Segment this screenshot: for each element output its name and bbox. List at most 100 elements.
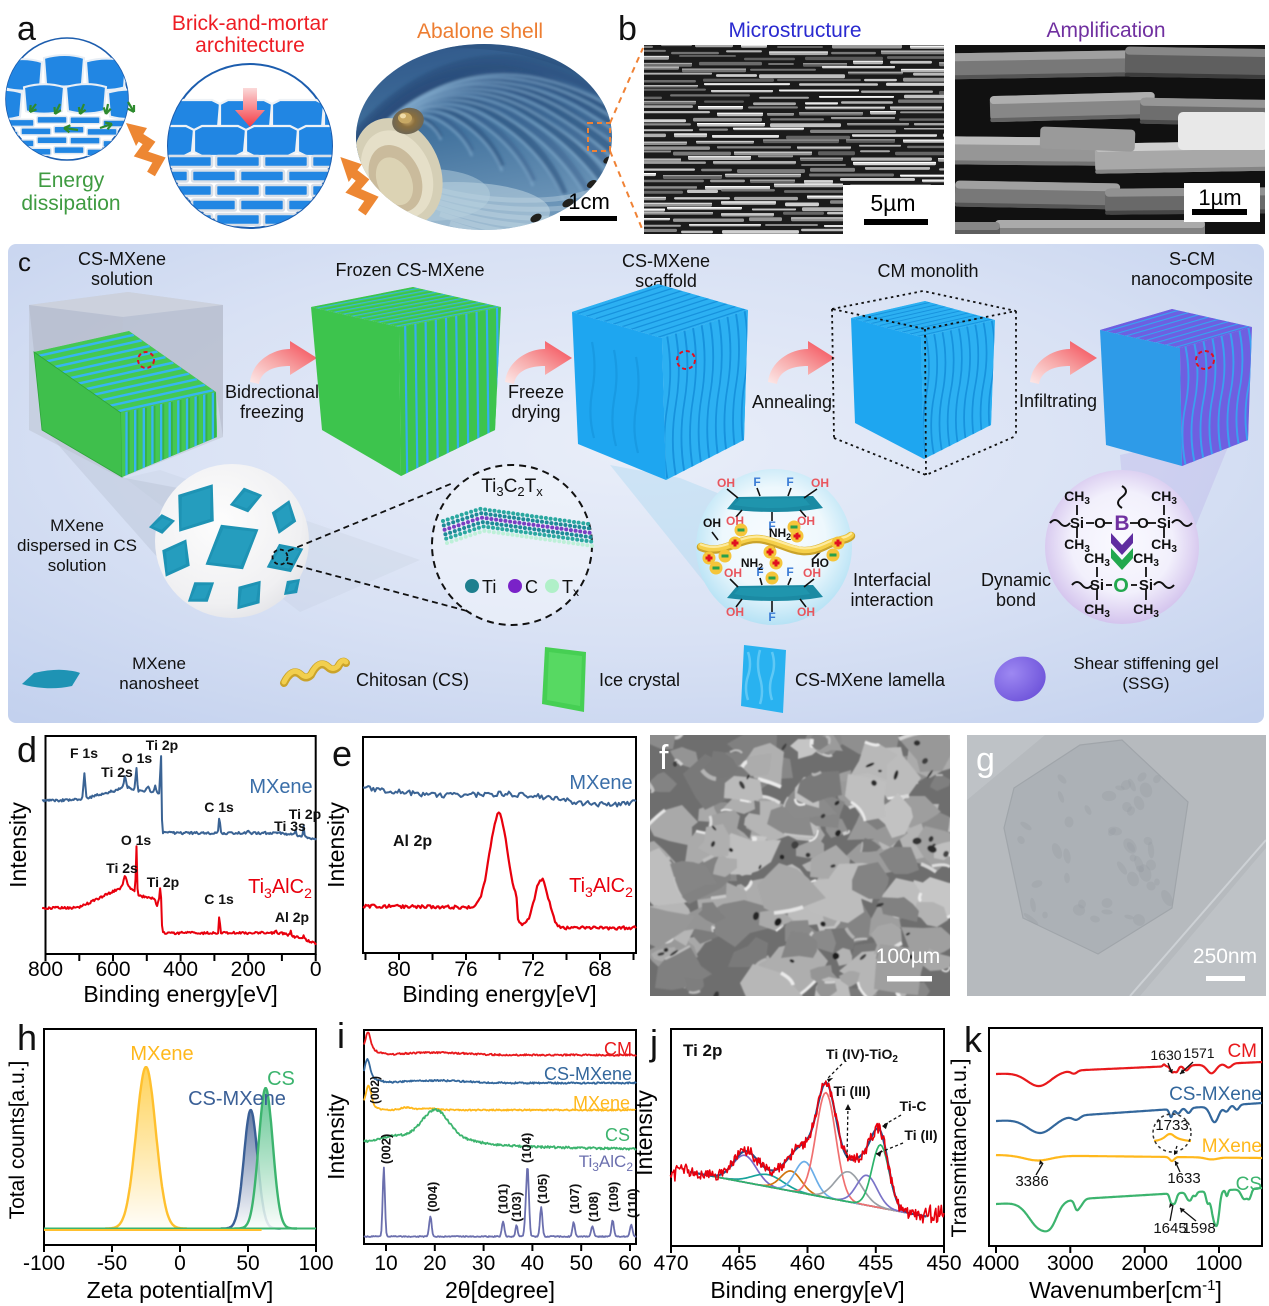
- svg-text:(108): (108): [586, 1192, 601, 1222]
- svg-text:0: 0: [310, 958, 322, 981]
- svg-text:CM: CM: [1227, 1041, 1257, 1062]
- svg-text:F: F: [768, 519, 775, 533]
- svg-text:465: 465: [722, 1252, 757, 1275]
- svg-text:Ti: Ti: [482, 577, 496, 597]
- svg-text:CS: CS: [1236, 1174, 1262, 1195]
- svg-text:solution: solution: [91, 269, 153, 289]
- svg-text:O 1s: O 1s: [122, 750, 153, 766]
- svg-text:Annealing: Annealing: [752, 392, 832, 412]
- svg-text:O: O: [1094, 515, 1106, 532]
- svg-text:400: 400: [163, 958, 198, 981]
- svg-text:F: F: [756, 565, 763, 579]
- svg-text:100: 100: [298, 1252, 333, 1275]
- svg-text:Total counts[a.u.]: Total counts[a.u.]: [6, 1061, 29, 1220]
- svg-text:Si: Si: [1157, 515, 1171, 532]
- svg-text:(107): (107): [567, 1184, 582, 1214]
- svg-text:CH3: CH3: [1151, 536, 1177, 555]
- svg-text:Ti (III): Ti (III): [833, 1083, 870, 1099]
- svg-text:OH: OH: [797, 605, 815, 619]
- svg-text:Ti3AlC2: Ti3AlC2: [248, 876, 312, 901]
- svg-text:CH3: CH3: [1064, 536, 1090, 555]
- svg-text:1571: 1571: [1183, 1045, 1214, 1061]
- svg-text:drying: drying: [511, 402, 560, 422]
- svg-text:(109): (109): [606, 1182, 621, 1212]
- svg-text:100µm: 100µm: [876, 945, 941, 968]
- svg-text:MXene: MXene: [569, 772, 632, 794]
- svg-text:OH: OH: [726, 605, 744, 619]
- svg-text:OH: OH: [797, 514, 815, 528]
- svg-text:OH: OH: [811, 476, 829, 490]
- svg-text:(004): (004): [425, 1182, 440, 1212]
- svg-text:50: 50: [570, 1252, 593, 1275]
- svg-text:20: 20: [423, 1252, 446, 1275]
- svg-text:CH3: CH3: [1151, 488, 1177, 507]
- svg-text:Ti (IV)-TiO2: Ti (IV)-TiO2: [826, 1046, 898, 1065]
- svg-text:S-CM: S-CM: [1169, 249, 1215, 269]
- svg-text:OH: OH: [724, 566, 742, 580]
- svg-text:Ti-C: Ti-C: [900, 1098, 927, 1114]
- svg-text:76: 76: [454, 958, 477, 981]
- svg-text:C 1s: C 1s: [204, 891, 234, 907]
- svg-text:CH3: CH3: [1133, 601, 1159, 620]
- svg-text:40: 40: [521, 1252, 544, 1275]
- svg-text:1000: 1000: [1196, 1252, 1243, 1275]
- svg-text:CS-MXene: CS-MXene: [78, 249, 166, 269]
- svg-text:O: O: [1113, 575, 1129, 597]
- svg-text:3000: 3000: [1047, 1252, 1094, 1275]
- svg-text:(002): (002): [368, 1076, 382, 1104]
- svg-text:Intensity: Intensity: [323, 802, 349, 888]
- svg-text:solution: solution: [48, 556, 107, 575]
- svg-text:scaffold: scaffold: [635, 271, 697, 291]
- svg-text:CS-MXene: CS-MXene: [1169, 1084, 1262, 1105]
- svg-text:B: B: [1114, 512, 1129, 535]
- svg-text:-50: -50: [97, 1252, 127, 1275]
- svg-text:1630: 1630: [1150, 1047, 1181, 1063]
- svg-text:NH2: NH2: [769, 526, 791, 542]
- svg-text:Ice crystal: Ice crystal: [599, 670, 680, 690]
- svg-text:OH: OH: [803, 566, 821, 580]
- svg-text:2000: 2000: [1121, 1252, 1168, 1275]
- svg-text:Abalone shell: Abalone shell: [417, 20, 543, 43]
- svg-text:bond: bond: [996, 590, 1036, 610]
- svg-text:80: 80: [387, 958, 410, 981]
- svg-text:1733: 1733: [1155, 1117, 1188, 1134]
- svg-text:MXene: MXene: [1202, 1136, 1262, 1157]
- svg-text:Ti 2p: Ti 2p: [147, 874, 179, 890]
- svg-text:Binding energy[eV]: Binding energy[eV]: [83, 981, 277, 1007]
- svg-text:e: e: [332, 733, 352, 774]
- svg-text:Bidrectional: Bidrectional: [225, 382, 319, 402]
- svg-text:60: 60: [618, 1252, 641, 1275]
- svg-text:1645: 1645: [1153, 1220, 1186, 1237]
- svg-text:O: O: [1137, 515, 1149, 532]
- svg-text:1µm: 1µm: [1198, 185, 1241, 210]
- svg-text:250nm: 250nm: [1193, 945, 1257, 968]
- svg-text:Energy: Energy: [38, 169, 105, 192]
- svg-text:Ti3AlC2: Ti3AlC2: [569, 875, 633, 900]
- svg-text:MXene: MXene: [249, 776, 312, 798]
- svg-text:CS-MXene: CS-MXene: [544, 1064, 632, 1084]
- svg-text:CH3: CH3: [1133, 550, 1159, 569]
- svg-text:f: f: [659, 739, 669, 777]
- svg-text:Si: Si: [1070, 515, 1084, 532]
- svg-text:(101): (101): [496, 1184, 511, 1214]
- svg-text:Ti (II): Ti (II): [904, 1127, 937, 1143]
- svg-text:10: 10: [374, 1252, 397, 1275]
- svg-text:Frozen CS-MXene: Frozen CS-MXene: [335, 260, 484, 280]
- svg-text:470: 470: [653, 1252, 688, 1275]
- svg-text:Si: Si: [1139, 577, 1153, 594]
- svg-text:k: k: [964, 1019, 983, 1060]
- svg-text:460: 460: [790, 1252, 825, 1275]
- svg-text:Chitosan (CS): Chitosan (CS): [356, 670, 469, 690]
- svg-text:CS-MXene lamella: CS-MXene lamella: [795, 670, 946, 690]
- svg-text:Ti 2s: Ti 2s: [106, 860, 138, 876]
- svg-text:MXene: MXene: [573, 1093, 630, 1113]
- svg-text:h: h: [17, 1017, 37, 1058]
- svg-text:Brick-and-mortar: Brick-and-mortar: [172, 12, 328, 35]
- svg-text:MXene: MXene: [130, 1043, 193, 1065]
- svg-text:C 1s: C 1s: [204, 799, 234, 815]
- svg-text:Zeta potential[mV]: Zeta potential[mV]: [87, 1277, 274, 1303]
- svg-text:freezing: freezing: [240, 402, 304, 422]
- svg-text:F 1s: F 1s: [70, 745, 98, 761]
- svg-text:b: b: [618, 10, 637, 48]
- svg-text:CS-MXene: CS-MXene: [188, 1088, 286, 1110]
